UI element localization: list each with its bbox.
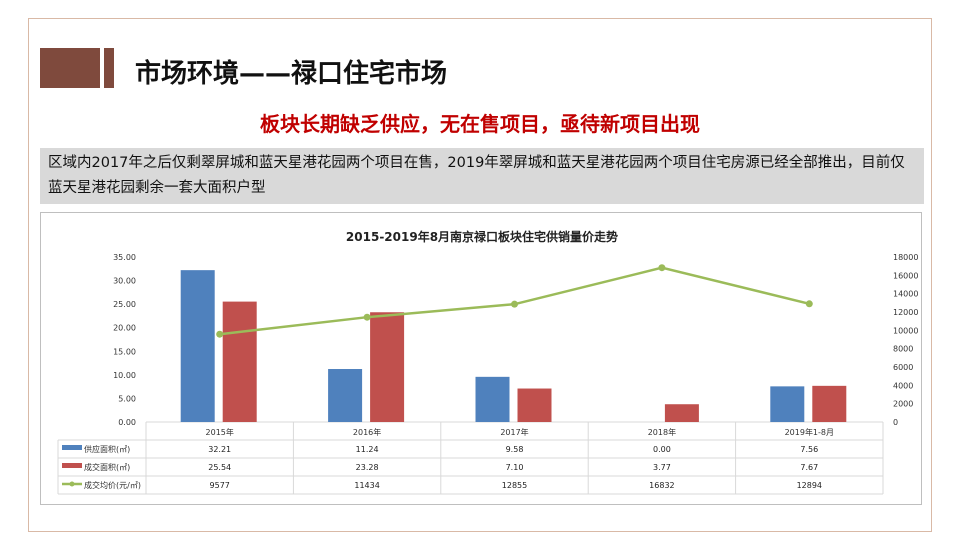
data-label: 9.58 bbox=[506, 445, 524, 454]
line-point bbox=[805, 300, 813, 308]
y-tick-label: 15.00 bbox=[113, 347, 136, 356]
title-decoration-bar bbox=[104, 48, 114, 88]
chart: 2015-2019年8月南京禄口板块住宅供销量价走势 0.00 5.00 10.00 1… bbox=[57, 229, 918, 495]
y-tick-label: 5.00 bbox=[118, 394, 136, 403]
line-point bbox=[216, 330, 224, 338]
data-label: 7.56 bbox=[800, 445, 818, 454]
data-label: 3.77 bbox=[653, 463, 671, 472]
bar-sales bbox=[370, 312, 405, 422]
y-tick-label: 25.00 bbox=[113, 300, 136, 309]
y2-tick-label: 10000 bbox=[893, 326, 918, 335]
bar-supply bbox=[770, 386, 805, 422]
slide-subtitle: 板块长期缺乏供应，无在售项目，亟待新项目出现 bbox=[260, 112, 700, 136]
data-label: 11434 bbox=[354, 481, 379, 490]
y-tick-label: 35.00 bbox=[113, 253, 136, 262]
y2-tick-label: 2000 bbox=[893, 400, 913, 409]
slide-frame bbox=[28, 18, 932, 532]
y2-tick-label: 0 bbox=[893, 418, 898, 427]
y2-tick-label: 4000 bbox=[893, 381, 913, 390]
data-label: 9577 bbox=[210, 481, 230, 490]
data-label: 32.21 bbox=[208, 445, 231, 454]
x-category-label: 2015年 bbox=[206, 427, 234, 437]
legend-label: 成交均价(元/㎡) bbox=[84, 480, 141, 490]
x-category-label: 2017年 bbox=[500, 427, 528, 437]
y-tick-label: 30.00 bbox=[113, 277, 136, 286]
data-label: 12855 bbox=[502, 481, 527, 490]
legend-label: 成交面积(㎡) bbox=[84, 462, 130, 472]
chart-title: 2015-2019年8月南京禄口板块住宅供销量价走势 bbox=[346, 229, 618, 244]
y2-tick-label: 8000 bbox=[893, 345, 913, 354]
y2-tick-label: 12000 bbox=[893, 308, 918, 317]
data-label: 23.28 bbox=[356, 463, 379, 472]
data-label: 12894 bbox=[797, 481, 822, 490]
data-label: 25.54 bbox=[208, 463, 231, 472]
y2-tick-label: 14000 bbox=[893, 290, 918, 299]
y-tick-label: 10.00 bbox=[113, 371, 136, 380]
bar-supply bbox=[328, 369, 363, 422]
x-category-label: 2019年1-8月 bbox=[785, 427, 834, 437]
data-label: 7.10 bbox=[506, 463, 524, 472]
y2-tick-label: 18000 bbox=[893, 253, 918, 262]
bar-sales bbox=[222, 301, 257, 422]
bar-supply bbox=[180, 270, 215, 422]
chart-container: 2015-2019年8月南京禄口板块住宅供销量价走势 0.00 5.00 10.00 1… bbox=[40, 212, 922, 505]
legend-swatch bbox=[62, 445, 82, 450]
description-box: 区域内2017年之后仅剩翠屏城和蓝天星港花园两个项目在售，2019年翠屏城和蓝天… bbox=[40, 148, 924, 204]
legend-marker bbox=[69, 481, 75, 487]
data-label: 16832 bbox=[649, 481, 674, 490]
legend-swatch bbox=[62, 463, 82, 468]
data-label: 7.67 bbox=[800, 463, 818, 472]
bar-sales bbox=[812, 385, 847, 422]
bar-sales bbox=[664, 404, 699, 422]
data-label: 0.00 bbox=[653, 445, 671, 454]
line-point bbox=[658, 264, 666, 272]
slide-title: 市场环境——禄口住宅市场 bbox=[135, 59, 448, 89]
y2-tick-label: 6000 bbox=[893, 363, 913, 372]
bar-supply bbox=[475, 376, 510, 422]
y2-tick-label: 16000 bbox=[893, 271, 918, 280]
line-point bbox=[363, 313, 371, 321]
bar-sales bbox=[517, 388, 552, 422]
line-point bbox=[511, 300, 518, 308]
y-tick-label: 20.00 bbox=[113, 324, 136, 333]
data-label: 11.24 bbox=[356, 445, 379, 454]
y-tick-label: 0.00 bbox=[118, 418, 136, 427]
x-category-label: 2016年 bbox=[353, 427, 381, 437]
legend-label: 供应面积(㎡) bbox=[84, 444, 130, 454]
x-category-label: 2018年 bbox=[648, 427, 676, 437]
title-decoration bbox=[40, 48, 100, 88]
